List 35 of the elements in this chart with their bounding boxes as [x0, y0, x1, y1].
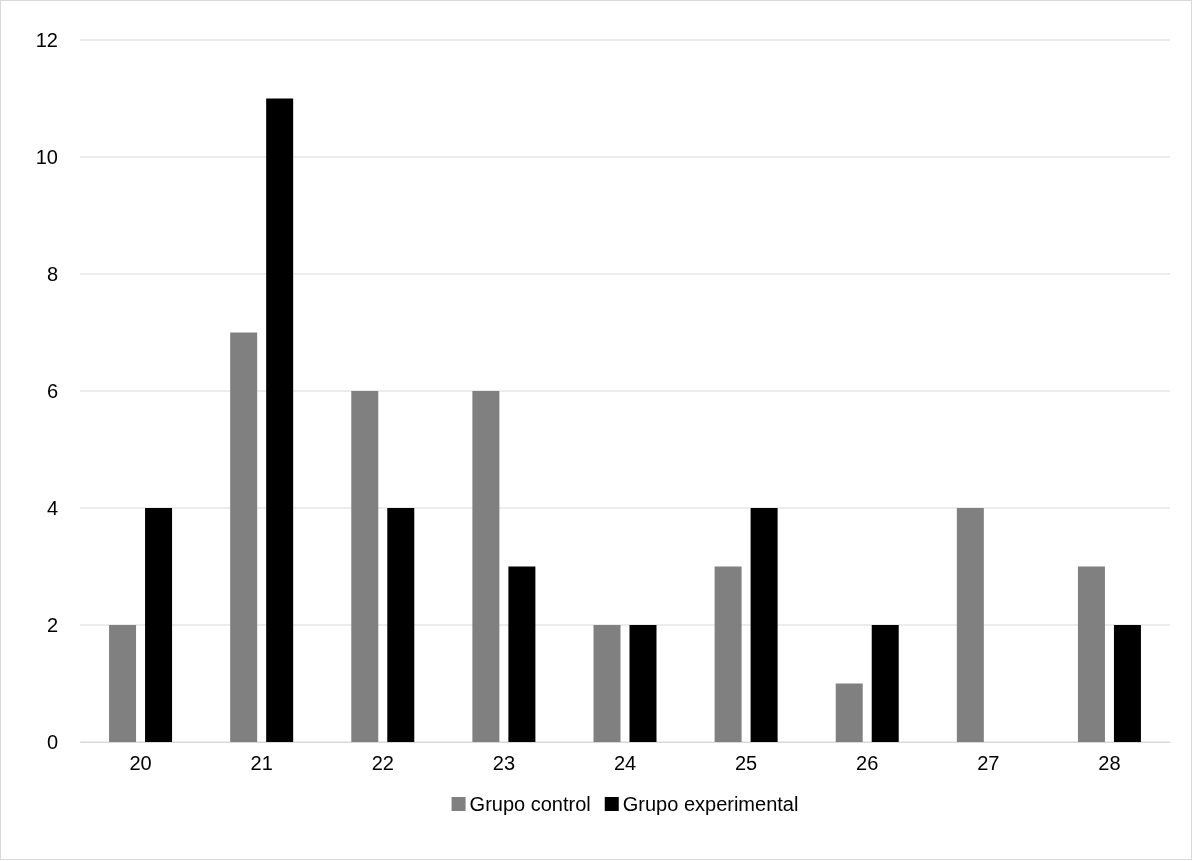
x-tick-label: 21 — [250, 752, 273, 775]
y-tick-label: 2 — [46, 613, 58, 636]
legend-label: Grupo experimental — [622, 793, 799, 815]
x-tick-label: 24 — [613, 752, 637, 775]
bar — [956, 508, 984, 742]
bar — [109, 625, 137, 742]
x-tick-label: 22 — [371, 752, 394, 775]
bar — [472, 391, 500, 742]
bar — [266, 98, 294, 742]
bar — [593, 625, 621, 742]
x-tick-label: 28 — [1098, 752, 1121, 775]
bar — [508, 566, 536, 742]
bar — [1077, 566, 1105, 742]
bar — [351, 391, 379, 742]
x-tick-label: 26 — [856, 752, 879, 775]
legend-label: Grupo control — [469, 793, 591, 815]
x-tick-label: 27 — [977, 752, 1000, 775]
bar — [1113, 625, 1141, 742]
bar — [871, 625, 899, 742]
y-tick-label: 0 — [46, 730, 58, 753]
y-tick-label: 10 — [35, 145, 58, 168]
bar — [714, 566, 742, 742]
x-tick-label: 25 — [734, 752, 758, 775]
y-tick-label: 6 — [46, 379, 58, 402]
y-tick-label: 12 — [35, 28, 58, 51]
bar — [750, 508, 778, 742]
x-tick-label: 20 — [129, 752, 152, 775]
bar — [629, 625, 657, 742]
bar — [835, 683, 863, 742]
x-tick-label: 23 — [492, 752, 516, 775]
bar — [230, 332, 258, 742]
y-tick-label: 4 — [46, 496, 58, 519]
bar — [145, 508, 173, 742]
bar — [387, 508, 415, 742]
y-tick-label: 8 — [46, 262, 58, 285]
